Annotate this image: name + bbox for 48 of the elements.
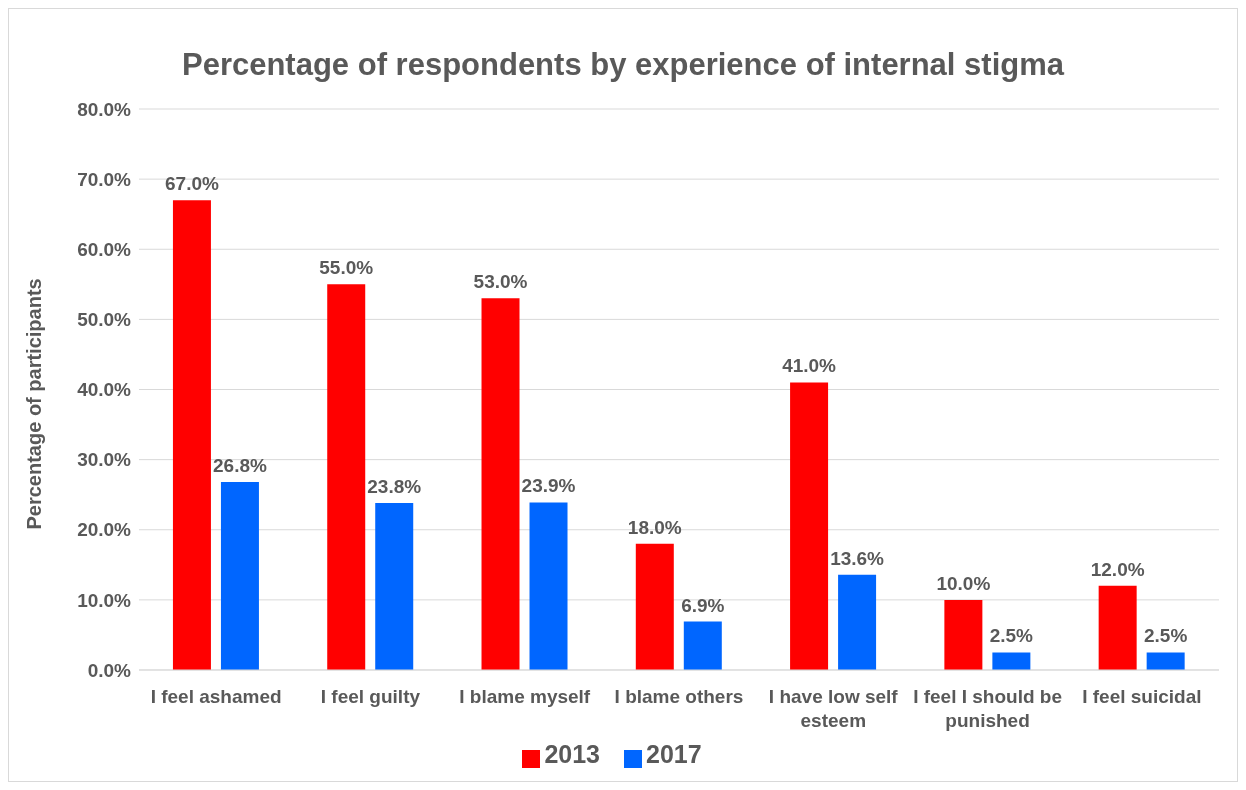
y-tick-label: 80.0% (77, 98, 132, 120)
data-label: 2.5% (989, 625, 1034, 647)
bar (992, 652, 1031, 670)
y-tick-label: 30.0% (77, 449, 132, 471)
data-label: 18.0% (627, 516, 682, 538)
x-tick-label: I feel guilty (320, 686, 421, 708)
bar (635, 543, 674, 670)
data-label: 12.0% (1090, 558, 1145, 580)
bar (1098, 585, 1137, 670)
chart-title: Percentage of respondents by experience of internal stigma (180, 46, 1066, 84)
x-tick-label: I have low self esteem (768, 686, 899, 731)
data-label: 23.9% (521, 475, 576, 497)
bar (375, 503, 414, 670)
y-tick-label: 50.0% (77, 309, 132, 331)
legend-label: 2017 (646, 740, 702, 768)
x-tick-label: I feel I should be punished (913, 686, 1062, 731)
data-label: 67.0% (165, 173, 219, 195)
y-tick-label: 60.0% (77, 238, 132, 260)
data-label: 6.9% (681, 594, 725, 616)
data-label: 13.6% (830, 547, 885, 569)
bar (327, 284, 366, 670)
y-tick-label: 0.0% (87, 659, 132, 681)
bar (944, 599, 983, 670)
data-label: 2.5% (1144, 625, 1188, 647)
bar (529, 502, 568, 670)
data-label: 10.0% (936, 572, 991, 594)
bar (481, 298, 520, 670)
y-tick-label: 40.0% (77, 379, 132, 401)
y-axis-title: Percentage of participants (23, 278, 46, 530)
data-label: 55.0% (319, 257, 374, 279)
bar (220, 482, 259, 670)
y-tick-label: 10.0% (77, 589, 132, 611)
y-tick-label: 70.0% (77, 168, 132, 190)
bar (172, 200, 211, 670)
bar (838, 574, 877, 670)
x-tick-label: I blame others (614, 686, 744, 708)
data-label: 26.8% (213, 455, 267, 477)
bar (790, 382, 829, 670)
x-tick-label: I feel ashamed (150, 686, 282, 708)
legend-label: 2013 (544, 740, 600, 768)
y-tick-label: 20.0% (77, 519, 132, 541)
data-label: 23.8% (367, 476, 422, 498)
bar (683, 621, 722, 670)
data-label: 53.0% (473, 271, 528, 293)
bar (1146, 652, 1185, 670)
data-label: 41.0% (782, 355, 837, 377)
x-tick-label: I blame myself (459, 686, 591, 708)
x-tick-label: I feel suicidal (1082, 686, 1202, 708)
